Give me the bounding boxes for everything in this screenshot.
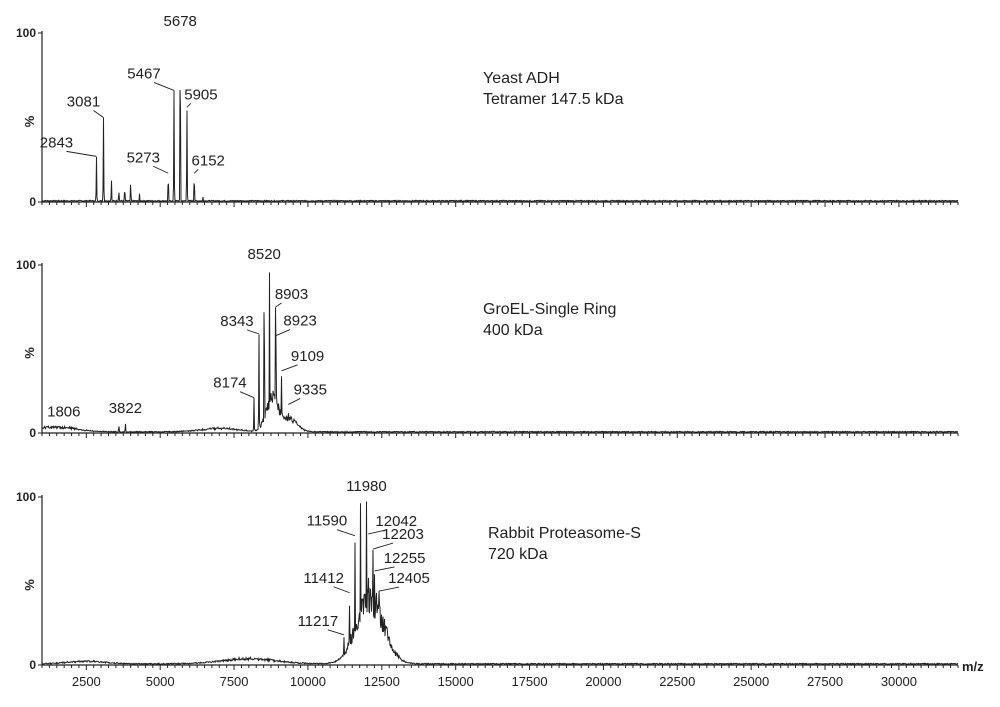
peak-label: 5905 [184,86,217,103]
peak-leader [246,329,260,335]
x-tick-label: 25000 [733,674,769,689]
peak-leader [333,586,350,594]
panel-yeast-adh: 0 100%2843 3081 5273 5467 5678 5905 6152 Yeast A… [16,13,959,209]
spectrum-trace [41,501,958,666]
spectrum-trace [41,272,959,434]
peak-leader [374,566,395,572]
peak-leader [368,529,387,535]
x-tick-label: 22500 [659,674,695,689]
x-tick-label: 27500 [807,674,843,689]
peak-leader [288,398,301,405]
peak-label: 2843 [40,134,73,151]
x-tick-label: 5000 [146,674,175,689]
peak-label: 5467 [127,65,160,82]
y-tick-label: 0 [29,658,36,672]
y-axis-label: % [22,579,37,591]
peak-label: 8923 [283,313,316,330]
peak-leader [336,529,356,537]
peak-leader [378,586,400,592]
peak-label: 5273 [127,149,160,166]
y-tick-label: 100 [16,490,36,504]
peak-leader [239,391,255,399]
peak-label: 11980 [346,478,387,495]
panel-annotation-line: 400 kDa [483,322,543,339]
peak-label: 8520 [248,246,281,263]
x-tick-label: 30000 [881,674,917,689]
y-tick-label: 100 [16,26,36,40]
peak-label: 8343 [220,313,253,330]
panel-groel-single-ring: 0 100% 1806 3822 8174 8343 8520 8903 8923 9109 933… [16,246,959,440]
x-axis-labels: 2500 5000 7500 10000 12500 15000 17500 20000 225… [72,674,917,689]
peak-label: 5678 [164,13,197,30]
peak-label: 8903 [275,286,308,303]
peak-label: 11590 [307,513,348,530]
y-axis-label: % [22,115,37,127]
peak-leader [281,364,298,372]
x-tick-label: 17500 [511,674,547,689]
peak-leader [153,82,175,91]
x-tick-label: 15000 [438,674,474,689]
y-tick-label: 0 [29,195,36,209]
peak-label: 9109 [291,348,324,365]
peak-label: 12203 [382,526,424,543]
peak-label: 3081 [67,94,100,111]
peak-label: 12405 [388,570,430,587]
panel-annotation-line: Rabbit Proteasome-S [488,525,641,542]
peak-label: 11412 [303,570,344,587]
peak-label: 11217 [298,613,339,630]
peak-leader [93,110,104,118]
peak-label: 9335 [294,381,327,398]
peak-leader [193,168,199,174]
x-tick-label: 20000 [585,674,621,689]
peak-leader [66,150,97,157]
peak-leader [372,542,394,550]
peak-leader [186,103,192,108]
panel-annotation-line: Tetramer 147.5 kDa [483,91,624,108]
x-tick-label: 12500 [364,674,400,689]
x-tick-label: 10000 [290,674,326,689]
peak-label: 6152 [192,152,225,169]
peak-label: 12042 [375,513,417,530]
peak-leader [275,302,282,308]
panel-annotation-line: 720 kDa [488,546,548,563]
x-axis-label: m/z [962,659,984,674]
spectrum-trace [42,89,959,203]
peak-label: 12255 [384,550,426,567]
panel-annotation-line: Yeast ADH [483,70,560,87]
y-tick-label: 100 [16,258,36,272]
y-tick-label: 0 [29,426,36,440]
peak-leader [275,329,291,336]
peak-label: 8174 [213,375,246,392]
peak-leader [327,629,345,636]
y-axis-label: % [22,347,37,359]
peak-label: 1806 [47,403,80,420]
peak-leader [153,165,169,174]
peak-label: 3822 [109,400,142,417]
x-tick-label: 7500 [220,674,249,689]
x-tick-label: 2500 [72,674,101,689]
panel-annotation-line: GroEL-Single Ring [483,301,616,318]
